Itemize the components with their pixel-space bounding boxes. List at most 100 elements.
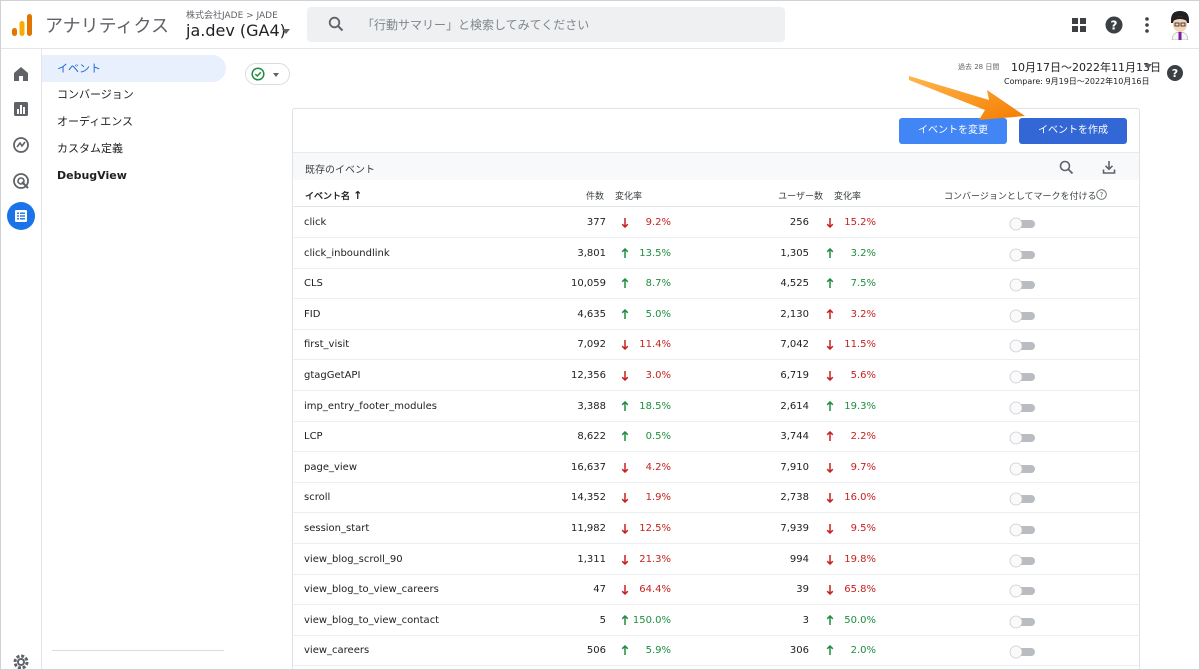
event-name-cell[interactable]: scroll [304, 492, 331, 504]
event-name-cell[interactable]: first_visit [304, 339, 350, 351]
date-range-selector[interactable]: 10月17日〜2022年11月13日 [1011, 61, 1161, 74]
users-change-cell: 19.3% [844, 400, 876, 412]
account-breadcrumb[interactable]: 株式会社JADE > JADE [186, 11, 278, 21]
events-card: イベントを変更 イベントを作成 既存のイベント イベント名 ↑ 件数 変化率 ユ… [292, 108, 1140, 669]
header-count[interactable]: 件数 [585, 192, 604, 202]
search-input[interactable] [362, 7, 762, 42]
nav-item-custom-definitions[interactable]: カスタム定義 [57, 142, 123, 155]
table-row[interactable]: view_blog_to_view_careers 47 64.4% 39 65.8% [293, 574, 1139, 606]
explore-icon[interactable] [11, 135, 31, 155]
arrow-down-icon [826, 492, 834, 504]
modify-event-button[interactable]: イベントを変更 [899, 118, 1007, 144]
conversion-toggle[interactable] [1009, 217, 1037, 231]
avatar[interactable] [1167, 10, 1193, 40]
event-name-cell[interactable]: CLS [304, 278, 323, 290]
conversion-toggle[interactable] [1009, 401, 1037, 415]
configure-nav-button[interactable] [7, 202, 35, 230]
event-name-cell[interactable]: imp_entry_footer_modules [304, 400, 437, 412]
arrow-up-icon [621, 278, 629, 289]
event-name-cell[interactable]: click_inboundlink [304, 247, 390, 259]
advertising-icon[interactable] [11, 171, 31, 191]
chevron-down-icon[interactable] [282, 29, 290, 34]
conversion-toggle[interactable] [1009, 370, 1037, 384]
event-name-cell[interactable]: session_start [304, 523, 370, 534]
nav-item-debugview[interactable]: DebugView [57, 169, 127, 182]
nav-item-events[interactable]: イベント [42, 55, 226, 82]
help-icon[interactable]: ? [1104, 15, 1124, 35]
table-row[interactable]: page_view 16,637 4.2% 7,910 9.7% [293, 452, 1139, 483]
app-name: アナリティクス [45, 16, 170, 37]
conversion-toggle[interactable] [1009, 584, 1037, 598]
table-header: イベント名 ↑ 件数 変化率 ユーザー数 変化率 コンバージョンとしてマークを付… [293, 180, 1139, 207]
table-row[interactable]: session_start 11,982 12.5% 7,939 9.5% [293, 513, 1139, 544]
compare-range: Compare: 9月19日〜2022年10月16日 [1004, 77, 1150, 86]
data-status-dropdown[interactable] [245, 63, 290, 85]
event-name-cell[interactable]: page_view [304, 461, 358, 473]
table-row[interactable]: first_visit 7,092 11.4% 7,042 11.5% [293, 329, 1139, 361]
download-icon[interactable] [1101, 159, 1117, 175]
conversion-toggle[interactable] [1009, 523, 1037, 537]
event-name-cell[interactable]: view_blog_to_view_contact [304, 614, 440, 626]
more-vert-icon[interactable] [1137, 15, 1157, 35]
count-change-cell: 9.2% [645, 217, 671, 228]
reports-icon[interactable] [11, 99, 31, 119]
count-cell: 47 [593, 584, 606, 596]
conversion-toggle[interactable] [1009, 278, 1037, 292]
conversion-toggle[interactable] [1009, 248, 1037, 262]
header-event-name[interactable]: イベント名 ↑ [305, 189, 363, 202]
event-name-cell[interactable]: view_blog_scroll_90 [304, 553, 403, 565]
table-row[interactable]: scroll 14,352 1.9% 2,738 16.0% [293, 482, 1139, 514]
event-name-cell[interactable]: click [304, 217, 327, 228]
chevron-down-icon[interactable] [1144, 64, 1152, 69]
users-change-cell: 7.5% [850, 278, 876, 290]
help-icon[interactable]: ? [1166, 64, 1184, 82]
event-name-cell[interactable]: gtagGetAPI [304, 370, 361, 381]
header-change-count[interactable]: 変化率 [615, 192, 643, 202]
table-row[interactable]: FID 4,635 5.0% 2,130 3.2% [293, 299, 1139, 330]
conversion-toggle[interactable] [1009, 492, 1037, 506]
table-row[interactable]: gtagGetAPI 12,356 3.0% 6,719 5.6% [293, 360, 1139, 391]
property-selector[interactable]: ja.dev (GA4) [186, 21, 286, 40]
header-change-users[interactable]: 変化率 [834, 192, 862, 202]
search-bar[interactable] [307, 7, 785, 42]
arrow-up-icon [621, 614, 629, 626]
table-row[interactable]: view_blog_to_view_contact 5 150.0% 3 50.0% [293, 605, 1139, 636]
users-cell: 2,614 [780, 400, 809, 412]
event-name-cell[interactable]: FID [304, 308, 321, 320]
conversion-toggle[interactable] [1009, 309, 1037, 323]
svg-text:?: ? [1100, 191, 1104, 199]
conversion-toggle[interactable] [1009, 339, 1037, 353]
apps-grid-icon[interactable] [1069, 15, 1089, 35]
event-name-cell[interactable]: view_blog_to_view_careers [304, 584, 439, 596]
count-cell: 11,982 [571, 523, 606, 534]
search-icon[interactable] [1059, 160, 1074, 175]
table-row[interactable]: view_careers 506 5.9% 306 2.0% [293, 635, 1139, 667]
table-row[interactable]: click_inboundlink 3,801 13.5% 1,305 3.2% [293, 238, 1139, 269]
table-row[interactable]: LCP 8,622 0.5% 3,744 2.2% [293, 421, 1139, 453]
analytics-logo-icon[interactable] [11, 13, 33, 37]
table-row[interactable]: view_blog_scroll_90 1,311 21.3% 994 19.8% [293, 544, 1139, 575]
table-row[interactable]: imp_entry_footer_modules 3,388 18.5% 2,614 1… [293, 391, 1139, 422]
header-users[interactable]: ユーザー数 [778, 192, 823, 202]
conversion-toggle[interactable] [1009, 554, 1037, 568]
svg-text:?: ? [1111, 19, 1118, 33]
arrow-down-icon [826, 462, 834, 473]
annotation-arrow-icon [909, 76, 1025, 120]
event-name-cell[interactable]: LCP [304, 431, 323, 443]
event-name-cell[interactable]: view_careers [304, 645, 370, 657]
settings-gear-icon[interactable] [11, 652, 31, 670]
conversion-toggle[interactable] [1009, 645, 1037, 659]
conversion-toggle[interactable] [1009, 462, 1037, 476]
table-row[interactable]: click 377 9.2% 256 15.2% [293, 207, 1139, 238]
help-outline-icon[interactable]: ? [1096, 189, 1107, 200]
users-cell: 6,719 [780, 370, 809, 381]
count-cell: 1,311 [577, 553, 606, 565]
home-icon[interactable] [11, 64, 31, 84]
arrow-down-icon [621, 492, 629, 504]
conversion-toggle[interactable] [1009, 431, 1037, 445]
nav-item-conversions[interactable]: コンバージョン [57, 88, 134, 101]
conversion-toggle[interactable] [1009, 615, 1037, 629]
table-row[interactable]: CLS 10,059 8.7% 4,525 7.5% [293, 268, 1139, 300]
nav-item-audiences[interactable]: オーディエンス [57, 115, 134, 128]
create-event-button[interactable]: イベントを作成 [1019, 118, 1127, 144]
